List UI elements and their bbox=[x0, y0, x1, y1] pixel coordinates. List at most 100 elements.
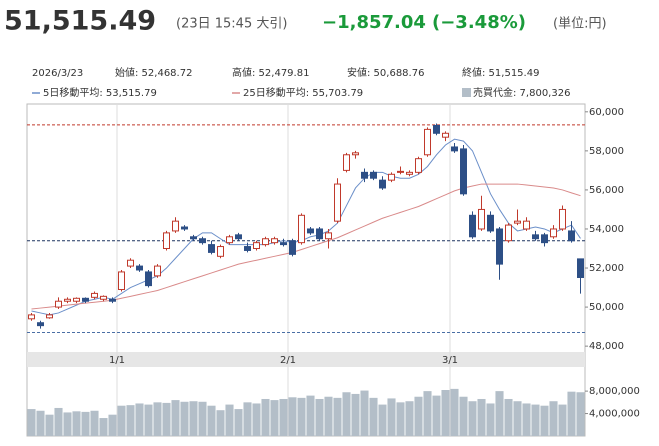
volume-bar bbox=[270, 400, 279, 436]
info-high: 高値: 52,479.81 bbox=[232, 66, 309, 79]
candle-body bbox=[64, 298, 71, 302]
candle-body bbox=[100, 295, 107, 300]
volume-bar bbox=[450, 388, 459, 436]
volume-bar bbox=[369, 397, 378, 436]
volume-bar bbox=[522, 403, 531, 436]
candle-body bbox=[388, 173, 395, 181]
candle-body bbox=[235, 234, 242, 240]
plot-frame bbox=[26, 103, 586, 437]
y-tick-label: 56,000 bbox=[589, 185, 624, 196]
volume-bar bbox=[513, 401, 522, 436]
volume-bar bbox=[396, 402, 405, 436]
volume-bar bbox=[378, 404, 387, 436]
volume-bar bbox=[360, 390, 369, 436]
volume-bar bbox=[153, 402, 162, 436]
candle-body bbox=[568, 230, 575, 242]
volume-bar bbox=[558, 404, 567, 436]
candle-body bbox=[199, 238, 206, 244]
volume-bar bbox=[414, 396, 423, 436]
volume-bar bbox=[540, 405, 549, 436]
candle-body bbox=[307, 228, 314, 234]
info-low: 安値: 50,688.76 bbox=[347, 66, 424, 79]
legend-label: 5日移動平均: 53,515.79 bbox=[43, 86, 157, 99]
volume-bar bbox=[477, 398, 486, 436]
volume-bar bbox=[342, 392, 351, 436]
candle-body bbox=[406, 171, 413, 175]
candle-body bbox=[118, 271, 125, 291]
candle-body bbox=[451, 146, 458, 152]
candle-body bbox=[145, 271, 152, 287]
volume-bar bbox=[351, 393, 360, 436]
candle-body bbox=[82, 297, 89, 302]
info-date: 2026/3/23 bbox=[32, 68, 83, 79]
candle-body bbox=[325, 232, 332, 240]
volume-tick-label: 4,000,000 bbox=[589, 409, 640, 420]
candle-body bbox=[172, 220, 179, 232]
legend-swatch bbox=[462, 88, 471, 97]
volume-bar bbox=[576, 392, 585, 436]
candle-body bbox=[559, 208, 566, 230]
candle-body bbox=[370, 171, 377, 179]
volume-bar bbox=[162, 402, 171, 436]
x-tick-label: 2/1 bbox=[280, 355, 296, 366]
candle-body bbox=[190, 236, 197, 240]
legend-label: 25日移動平均: 55,703.79 bbox=[243, 86, 363, 99]
y-tick-label: 54,000 bbox=[589, 224, 624, 235]
volume-bar bbox=[81, 411, 90, 436]
volume-bar bbox=[54, 407, 63, 436]
volume-bar bbox=[549, 401, 558, 436]
candle-body bbox=[415, 158, 422, 173]
candle-body bbox=[46, 314, 53, 319]
candle-body bbox=[496, 228, 503, 265]
candle-body bbox=[487, 214, 494, 232]
volume-bar bbox=[234, 409, 243, 436]
candle-body bbox=[253, 242, 260, 250]
volume-bar bbox=[216, 410, 225, 436]
candle-body bbox=[361, 171, 368, 179]
volume-bar bbox=[36, 410, 45, 436]
volume-bar bbox=[99, 418, 108, 436]
volume-bar bbox=[468, 401, 477, 436]
volume-bar bbox=[45, 414, 54, 436]
candle-body bbox=[442, 132, 449, 138]
volume-bar bbox=[315, 398, 324, 436]
volume-bar bbox=[387, 398, 396, 436]
candle-body bbox=[91, 292, 98, 298]
volume-bar bbox=[288, 397, 297, 436]
volume-bar bbox=[567, 391, 576, 436]
candle-body bbox=[577, 258, 584, 278]
volume-bar bbox=[252, 403, 261, 436]
volume-bar bbox=[243, 402, 252, 436]
candle-body bbox=[505, 224, 512, 242]
candle-body bbox=[163, 232, 170, 250]
price: 51,515.49 bbox=[4, 6, 156, 37]
candle-body bbox=[433, 124, 440, 134]
candle-body bbox=[469, 214, 476, 238]
volume-bar bbox=[423, 391, 432, 436]
candle-body bbox=[217, 246, 224, 257]
volume-bar bbox=[279, 398, 288, 436]
volume-bar bbox=[180, 401, 189, 436]
volume-bar bbox=[171, 400, 180, 436]
candle-body bbox=[28, 314, 35, 320]
y-tick-label: 58,000 bbox=[589, 146, 624, 157]
volume-bar bbox=[531, 404, 540, 436]
candle-body bbox=[37, 322, 44, 327]
volume-bar bbox=[90, 410, 99, 436]
candle-body bbox=[316, 228, 323, 240]
volume-bar bbox=[405, 401, 414, 436]
volume-bar bbox=[189, 401, 198, 436]
candle-body bbox=[424, 128, 431, 156]
unit: (単位:円) bbox=[553, 16, 607, 32]
x-tick-label: 3/1 bbox=[442, 355, 458, 366]
candle-body bbox=[136, 265, 143, 271]
candle-body bbox=[55, 300, 62, 308]
candle-body bbox=[298, 214, 305, 244]
y-tick-label: 48,000 bbox=[589, 341, 624, 352]
volume-bar bbox=[72, 411, 81, 436]
candle-body bbox=[343, 154, 350, 171]
volume-bar bbox=[63, 412, 72, 436]
volume-tick-label: 8,000,000 bbox=[589, 386, 640, 397]
